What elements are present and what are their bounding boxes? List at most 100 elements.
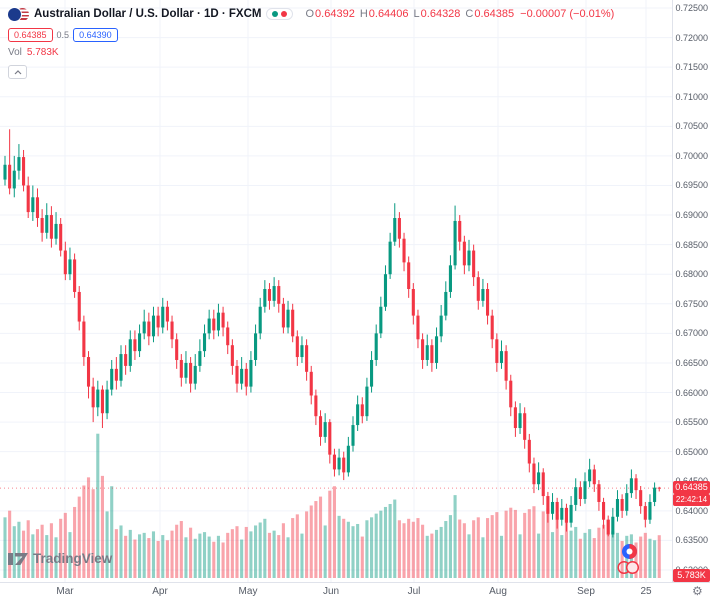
tradingview-logo[interactable]: TradingView <box>8 551 112 566</box>
candle <box>648 494 652 524</box>
volume-legend-row: Vol 5.783K <box>8 46 614 59</box>
buy-dot-icon <box>272 11 279 17</box>
candle <box>45 203 49 239</box>
buy-price-button[interactable]: 0.64390 <box>73 27 118 42</box>
volume-label: Vol <box>8 47 22 58</box>
candle <box>337 448 341 476</box>
volume-bar <box>156 541 160 578</box>
volume-bar <box>564 518 568 578</box>
settings-gear-icon[interactable]: ⚙ <box>692 584 703 598</box>
volume-bar <box>31 534 35 578</box>
volume-bar <box>124 535 128 578</box>
volume-bar <box>620 541 624 578</box>
volume-bar <box>258 522 262 578</box>
sell-price-button[interactable]: 0.64385 <box>8 27 53 42</box>
tradingview-logo-text: TradingView <box>33 551 113 566</box>
volume-bar <box>230 529 234 578</box>
candle <box>12 155 16 198</box>
candle <box>323 413 327 443</box>
candle <box>281 297 285 334</box>
market-status-dots[interactable] <box>266 8 294 20</box>
volume-bar <box>356 523 360 578</box>
volume-bar <box>490 515 494 578</box>
candle <box>226 321 230 355</box>
sticker-icon-2[interactable] <box>617 560 640 580</box>
volume-bar <box>202 532 207 578</box>
price-tick-label: 0.69000 <box>675 210 708 221</box>
candle <box>193 354 197 390</box>
candle <box>156 306 160 337</box>
price-tick-label: 0.69500 <box>675 180 708 191</box>
candle <box>161 297 165 334</box>
candle <box>513 401 517 437</box>
volume-bar <box>462 523 466 578</box>
volume-bar <box>295 514 299 578</box>
candle <box>592 464 596 492</box>
candle <box>541 468 545 505</box>
volume-bar <box>291 518 295 578</box>
volume-bar <box>281 523 285 578</box>
candle <box>411 283 415 325</box>
candle <box>114 357 118 390</box>
volume-bar <box>383 506 388 578</box>
volume-bar <box>467 534 471 578</box>
chart-canvas[interactable] <box>0 0 672 582</box>
candle <box>421 333 425 369</box>
candle <box>318 410 323 446</box>
time-tick-label: Jun <box>322 586 340 597</box>
volume-bar <box>588 529 592 578</box>
candle <box>59 218 63 257</box>
legend-collapse-button[interactable] <box>8 65 27 79</box>
volume-bar <box>119 525 123 578</box>
volume-bar <box>541 511 545 578</box>
price-tick-label: 0.70000 <box>675 150 708 161</box>
volume-bar <box>602 524 606 578</box>
candle <box>634 474 638 500</box>
volume-bar <box>212 541 216 578</box>
volume-bar <box>639 536 643 578</box>
volume-bar <box>472 520 476 578</box>
volume-bar <box>138 534 142 578</box>
candle <box>523 407 527 449</box>
candle <box>189 357 193 393</box>
volume-bar <box>388 504 392 578</box>
volume-bar <box>332 486 336 578</box>
volume-bar <box>198 533 202 578</box>
volume-bar <box>73 506 77 578</box>
candle <box>63 241 67 281</box>
candle <box>532 457 536 494</box>
candle <box>86 351 91 399</box>
candle <box>147 312 151 346</box>
candle <box>564 503 568 532</box>
volume-bar <box>100 475 104 578</box>
sticker-icon-1[interactable] <box>621 543 638 565</box>
candle <box>625 484 629 516</box>
time-axis[interactable]: Mar Apr May Jun Jul Aug Sep 25 <box>0 582 710 600</box>
high-value: 0.64406 <box>368 8 409 20</box>
candle <box>40 209 44 242</box>
candle <box>31 185 35 221</box>
price-tick-label: 0.67500 <box>675 298 708 309</box>
candle <box>481 278 485 307</box>
candle <box>254 324 258 366</box>
candle <box>212 309 216 340</box>
candle <box>490 309 494 349</box>
symbol-title[interactable]: Australian Dollar / U.S. Dollar · 1D · F… <box>34 8 262 20</box>
candle <box>249 351 253 393</box>
price-tick-label: 0.71500 <box>675 62 708 73</box>
candle <box>657 486 661 492</box>
volume-bar <box>314 501 318 578</box>
candle <box>462 235 466 275</box>
time-tick-label: Jul <box>407 586 421 597</box>
candle <box>151 306 156 343</box>
candle <box>138 324 142 358</box>
candle <box>467 239 471 272</box>
candle <box>170 315 174 349</box>
currency-pair-icon <box>8 7 29 22</box>
volume-bar <box>161 535 165 578</box>
candle <box>425 334 429 366</box>
candle <box>379 296 383 339</box>
price-tick-label: 0.67000 <box>675 328 708 339</box>
candle <box>179 354 183 387</box>
candle <box>3 155 7 186</box>
